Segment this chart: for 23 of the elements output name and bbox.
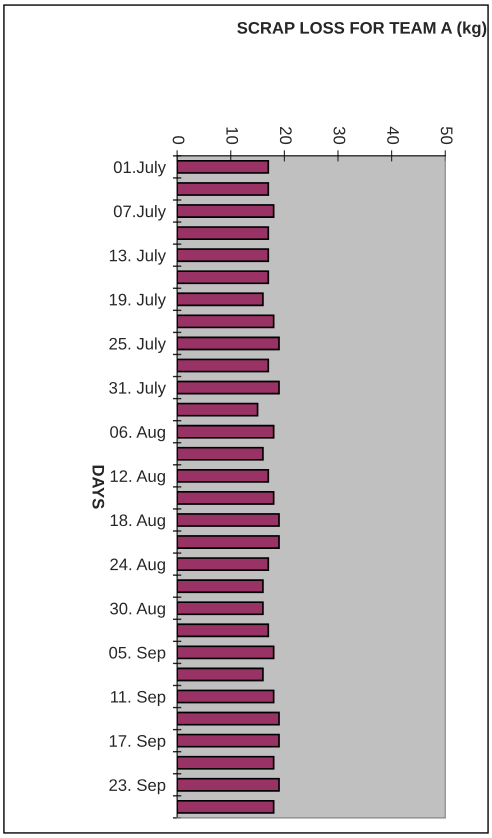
y-tick-label: 05. Sep: [109, 646, 166, 662]
x-tick-label: 0: [172, 136, 184, 144]
y-tick-label: 17. Sep: [110, 735, 166, 750]
y-tick-label: 25. July: [109, 337, 166, 353]
x-tick-label: 10: [226, 127, 238, 144]
y-tick-label: 07.July: [114, 204, 166, 221]
y-axis-title: DAYS: [92, 466, 104, 509]
x-tick-label: 30: [334, 126, 346, 144]
y-tick-label: 13. July: [110, 249, 166, 265]
y-tick-label: 19. July: [110, 293, 166, 309]
y-tick-label: 01.July: [114, 160, 166, 176]
y-tick-label: 23. Sep: [109, 779, 166, 794]
x-tick-label: 20: [280, 127, 292, 144]
y-tick-label: 18. Aug: [110, 514, 165, 530]
y-tick-label: 24. Aug: [110, 558, 165, 574]
y-tick-label: 12. Aug: [110, 470, 165, 486]
chart-title: SCRAP LOSS FOR TEAM A (kg): [237, 22, 486, 38]
y-tick-label: 06. Aug: [110, 426, 165, 442]
y-tick-label: 30. Aug: [110, 602, 165, 618]
y-tick-label: 31. July: [109, 382, 166, 398]
x-tick-label: 50: [440, 126, 453, 144]
x-tick-label: 40: [387, 126, 399, 144]
y-tick-label: 11. Sep: [111, 690, 166, 706]
